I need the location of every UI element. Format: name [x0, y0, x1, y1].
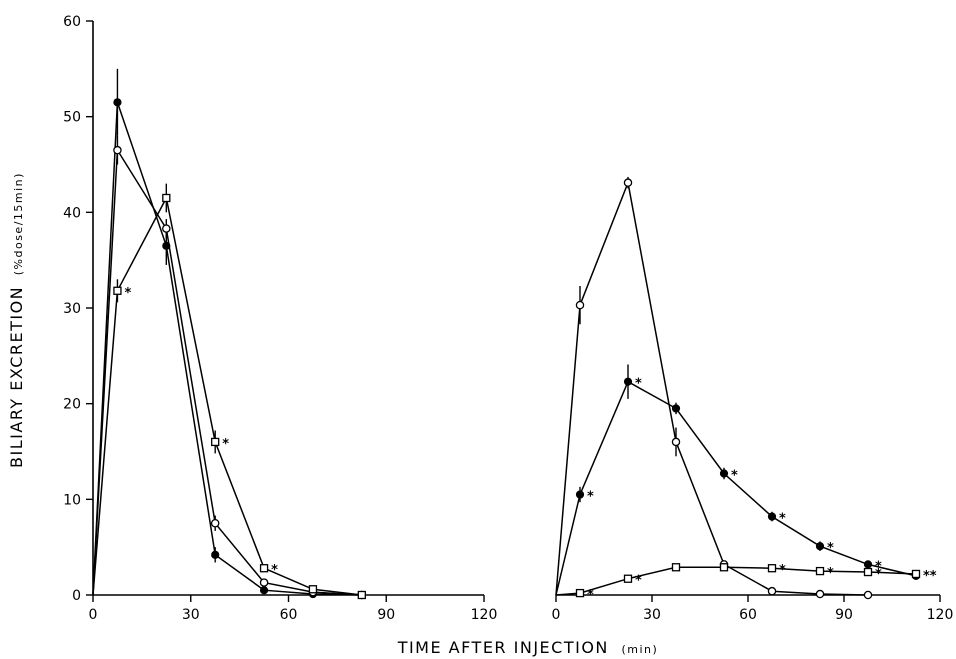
data-point-open-square [308, 585, 318, 594]
data-point-open-square [211, 437, 220, 447]
data-point-open-circle [162, 224, 171, 233]
data-point-open-circle [113, 145, 122, 155]
significance-mark: ** [923, 569, 937, 584]
x-tick-label: 120 [471, 607, 498, 623]
data-point-open-square [259, 564, 269, 573]
data-point-open-circle [259, 578, 269, 587]
data-point-open-square [815, 566, 825, 576]
y-tick-label: 30 [63, 301, 81, 317]
data-point-open-square [719, 563, 729, 572]
data-point-open-circle [623, 178, 633, 187]
significance-mark: * [271, 563, 278, 578]
significance-mark: * [875, 567, 882, 582]
significance-mark: * [779, 563, 786, 578]
x-tick-label: 60 [280, 607, 298, 623]
x-tick-label: 60 [739, 607, 757, 623]
series-line-filled-circle [555, 380, 917, 596]
y-tick-label: 20 [63, 397, 81, 413]
x-tick-label: 30 [182, 607, 200, 623]
data-point-filled-circle [671, 404, 681, 413]
data-point-open-square [113, 286, 122, 295]
significance-mark: * [875, 559, 882, 574]
data-point-open-square [357, 590, 366, 600]
right-panel: 0 30 60 90 120********* * * ** [552, 176, 954, 623]
data-point-open-square [575, 588, 585, 598]
x-axis-unit: (min) [621, 643, 658, 656]
significance-mark: * [779, 512, 786, 527]
significance-mark: * [827, 566, 834, 581]
data-point-open-circle [210, 519, 220, 528]
y-axis-title: BILIARY EXCRETION (%dose/15min) [7, 172, 26, 468]
data-point-filled-circle [767, 512, 777, 521]
data-point-filled-circle [815, 542, 825, 551]
x-axis-label: TIME AFTER INJECTION [397, 638, 609, 657]
series-line-open-circle [555, 179, 869, 596]
series-line-open-circle [92, 147, 362, 596]
x-tick-label: 90 [835, 607, 853, 623]
data-point-filled-circle [623, 377, 633, 386]
series-line-open-square [92, 195, 362, 596]
x-tick-label: 120 [927, 607, 954, 623]
data-point-open-circle [671, 437, 681, 447]
data-point-open-circle [863, 590, 873, 600]
significance-mark: * [635, 377, 642, 392]
significance-mark: * [635, 574, 642, 589]
significance-mark: * [124, 286, 131, 301]
y-tick-label: 0 [72, 588, 81, 604]
significance-mark: * [587, 490, 594, 505]
data-point-filled-circle [211, 550, 220, 559]
data-point-open-circle [767, 586, 777, 596]
data-point-filled-circle [575, 490, 585, 499]
significance-mark: * [827, 541, 834, 556]
y-axis-unit: (%dose/15min) [12, 172, 25, 275]
significance-mark: * [222, 437, 229, 452]
data-point-filled-circle [259, 586, 269, 595]
data-point-filled-circle [113, 98, 122, 107]
x-axis-title: TIME AFTER INJECTION (min) [397, 638, 659, 657]
x-tick-label: 0 [89, 607, 98, 623]
x-tick-label: 0 [552, 607, 561, 623]
data-point-open-square [767, 564, 777, 573]
data-point-open-square [671, 563, 681, 572]
data-point-open-square [162, 193, 171, 203]
y-tick-label: 40 [63, 205, 81, 221]
y-tick-label: 50 [63, 110, 81, 126]
data-point-open-circle [575, 300, 585, 310]
y-axis-label: BILIARY EXCRETION [7, 286, 26, 468]
y-tick-label: 10 [63, 492, 81, 508]
data-point-filled-circle [719, 469, 729, 478]
significance-mark: * [587, 588, 594, 603]
significance-mark: * [731, 469, 738, 484]
data-point-open-square [623, 574, 633, 583]
x-tick-label: 90 [377, 607, 395, 623]
y-tick-label: 60 [63, 14, 81, 30]
data-point-open-circle [815, 589, 825, 599]
x-tick-label: 30 [643, 607, 661, 623]
data-point-open-square [911, 569, 921, 579]
left-panel: 0 30 60 90 120 0 10 20 30 40 50 60 * * * [63, 14, 497, 623]
data-point-open-square [863, 567, 873, 577]
data-point-filled-circle [863, 560, 873, 569]
